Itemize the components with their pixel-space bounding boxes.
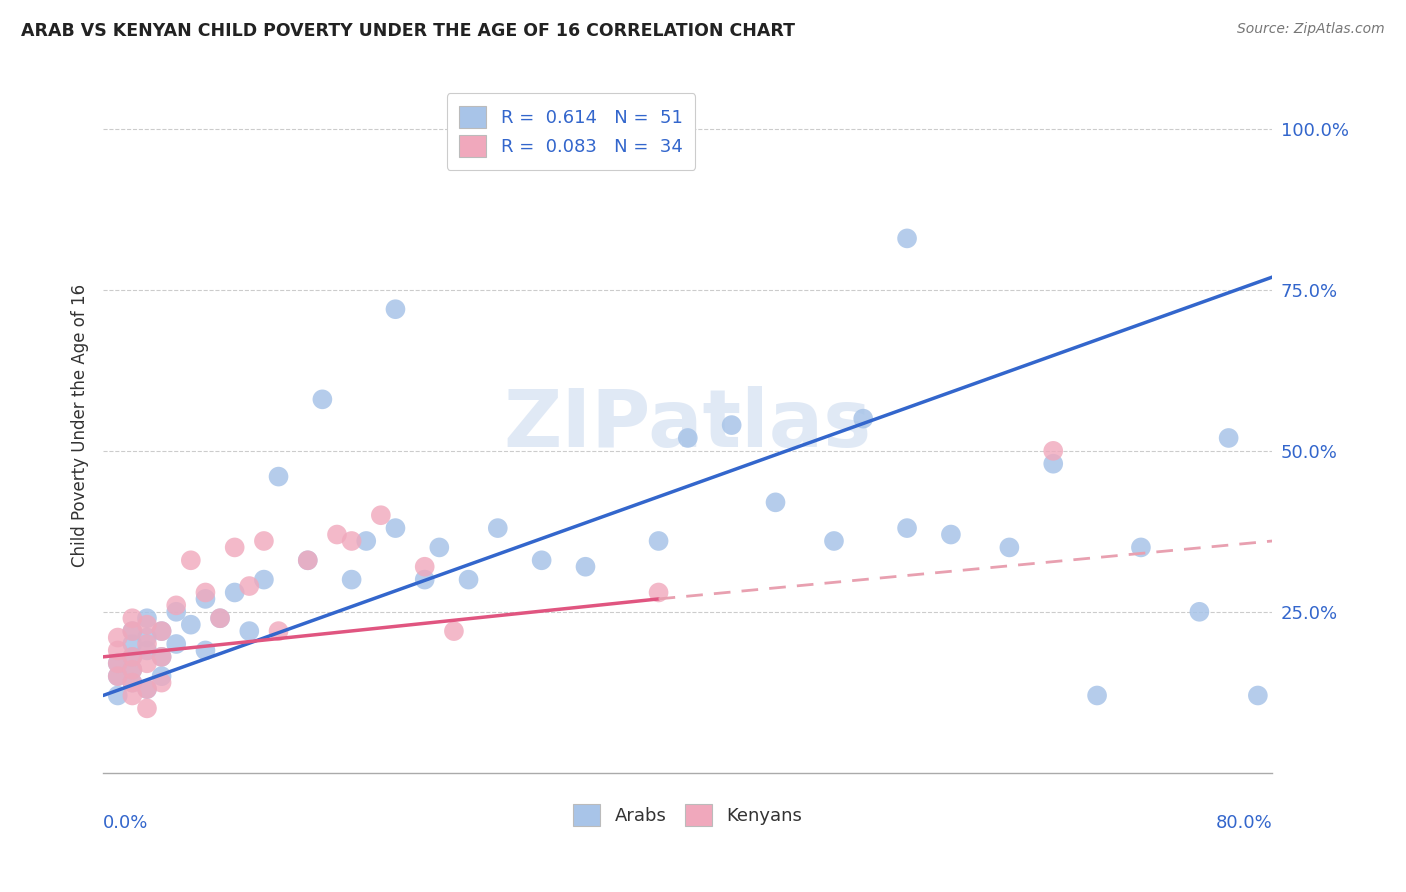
Point: [136, 637, 159, 651]
Point: [354, 533, 377, 548]
Point: [1247, 689, 1270, 703]
Text: 80.0%: 80.0%: [1216, 814, 1272, 832]
Point: [165, 605, 187, 619]
Point: [1129, 541, 1152, 555]
Point: [107, 643, 129, 657]
Point: [121, 689, 143, 703]
Point: [136, 631, 159, 645]
Point: [267, 469, 290, 483]
Point: [136, 701, 159, 715]
Point: [121, 611, 143, 625]
Point: [150, 649, 173, 664]
Point: [121, 663, 143, 677]
Point: [340, 573, 363, 587]
Point: [107, 657, 129, 671]
Point: [121, 675, 143, 690]
Point: [530, 553, 553, 567]
Point: [238, 579, 260, 593]
Point: [384, 521, 406, 535]
Point: [194, 585, 217, 599]
Y-axis label: Child Poverty Under the Age of 16: Child Poverty Under the Age of 16: [72, 284, 89, 566]
Point: [209, 611, 232, 625]
Point: [413, 559, 436, 574]
Point: [939, 527, 962, 541]
Point: [136, 617, 159, 632]
Point: [150, 669, 173, 683]
Point: [136, 681, 159, 696]
Point: [427, 541, 450, 555]
Text: Source: ZipAtlas.com: Source: ZipAtlas.com: [1237, 22, 1385, 37]
Point: [896, 521, 918, 535]
Point: [443, 624, 465, 639]
Point: [676, 431, 699, 445]
Point: [107, 689, 129, 703]
Point: [194, 591, 217, 606]
Point: [326, 527, 349, 541]
Point: [765, 495, 787, 509]
Point: [998, 541, 1021, 555]
Point: [574, 559, 596, 574]
Point: [121, 624, 143, 639]
Point: [1042, 443, 1064, 458]
Point: [413, 573, 436, 587]
Point: [180, 553, 202, 567]
Point: [486, 521, 509, 535]
Point: [107, 669, 129, 683]
Text: 0.0%: 0.0%: [103, 814, 149, 832]
Point: [165, 637, 187, 651]
Point: [121, 649, 143, 664]
Point: [1218, 431, 1240, 445]
Point: [165, 599, 187, 613]
Point: [107, 657, 129, 671]
Point: [647, 585, 669, 599]
Point: [720, 418, 742, 433]
Point: [1042, 457, 1064, 471]
Point: [253, 573, 276, 587]
Point: [136, 643, 159, 657]
Point: [224, 541, 246, 555]
Point: [253, 533, 276, 548]
Point: [340, 533, 363, 548]
Point: [457, 573, 479, 587]
Point: [297, 553, 319, 567]
Point: [224, 585, 246, 599]
Point: [1085, 689, 1108, 703]
Point: [121, 649, 143, 664]
Point: [209, 611, 232, 625]
Point: [180, 617, 202, 632]
Point: [896, 231, 918, 245]
Point: [136, 611, 159, 625]
Point: [1188, 605, 1211, 619]
Point: [384, 302, 406, 317]
Point: [107, 631, 129, 645]
Text: ZIPatlas: ZIPatlas: [503, 386, 872, 464]
Point: [121, 637, 143, 651]
Point: [370, 508, 392, 523]
Point: [150, 624, 173, 639]
Point: [121, 663, 143, 677]
Point: [238, 624, 260, 639]
Point: [150, 675, 173, 690]
Point: [267, 624, 290, 639]
Point: [647, 533, 669, 548]
Text: ARAB VS KENYAN CHILD POVERTY UNDER THE AGE OF 16 CORRELATION CHART: ARAB VS KENYAN CHILD POVERTY UNDER THE A…: [21, 22, 794, 40]
Point: [194, 643, 217, 657]
Point: [107, 669, 129, 683]
Point: [311, 392, 333, 407]
Legend: Arabs, Kenyans: Arabs, Kenyans: [567, 797, 810, 833]
Point: [150, 624, 173, 639]
Point: [121, 624, 143, 639]
Point: [823, 533, 845, 548]
Point: [136, 657, 159, 671]
Point: [150, 649, 173, 664]
Point: [852, 411, 875, 425]
Point: [136, 681, 159, 696]
Point: [121, 675, 143, 690]
Point: [297, 553, 319, 567]
